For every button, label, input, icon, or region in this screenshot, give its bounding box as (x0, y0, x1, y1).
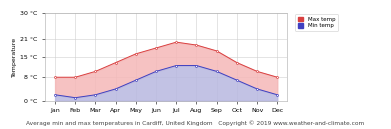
Legend: Max temp, Min temp: Max temp, Min temp (295, 14, 338, 31)
Y-axis label: Temperature: Temperature (12, 37, 17, 77)
Text: Average min and max temperatures in Cardiff, United Kingdom   Copyright © 2019 w: Average min and max temperatures in Card… (26, 121, 365, 126)
